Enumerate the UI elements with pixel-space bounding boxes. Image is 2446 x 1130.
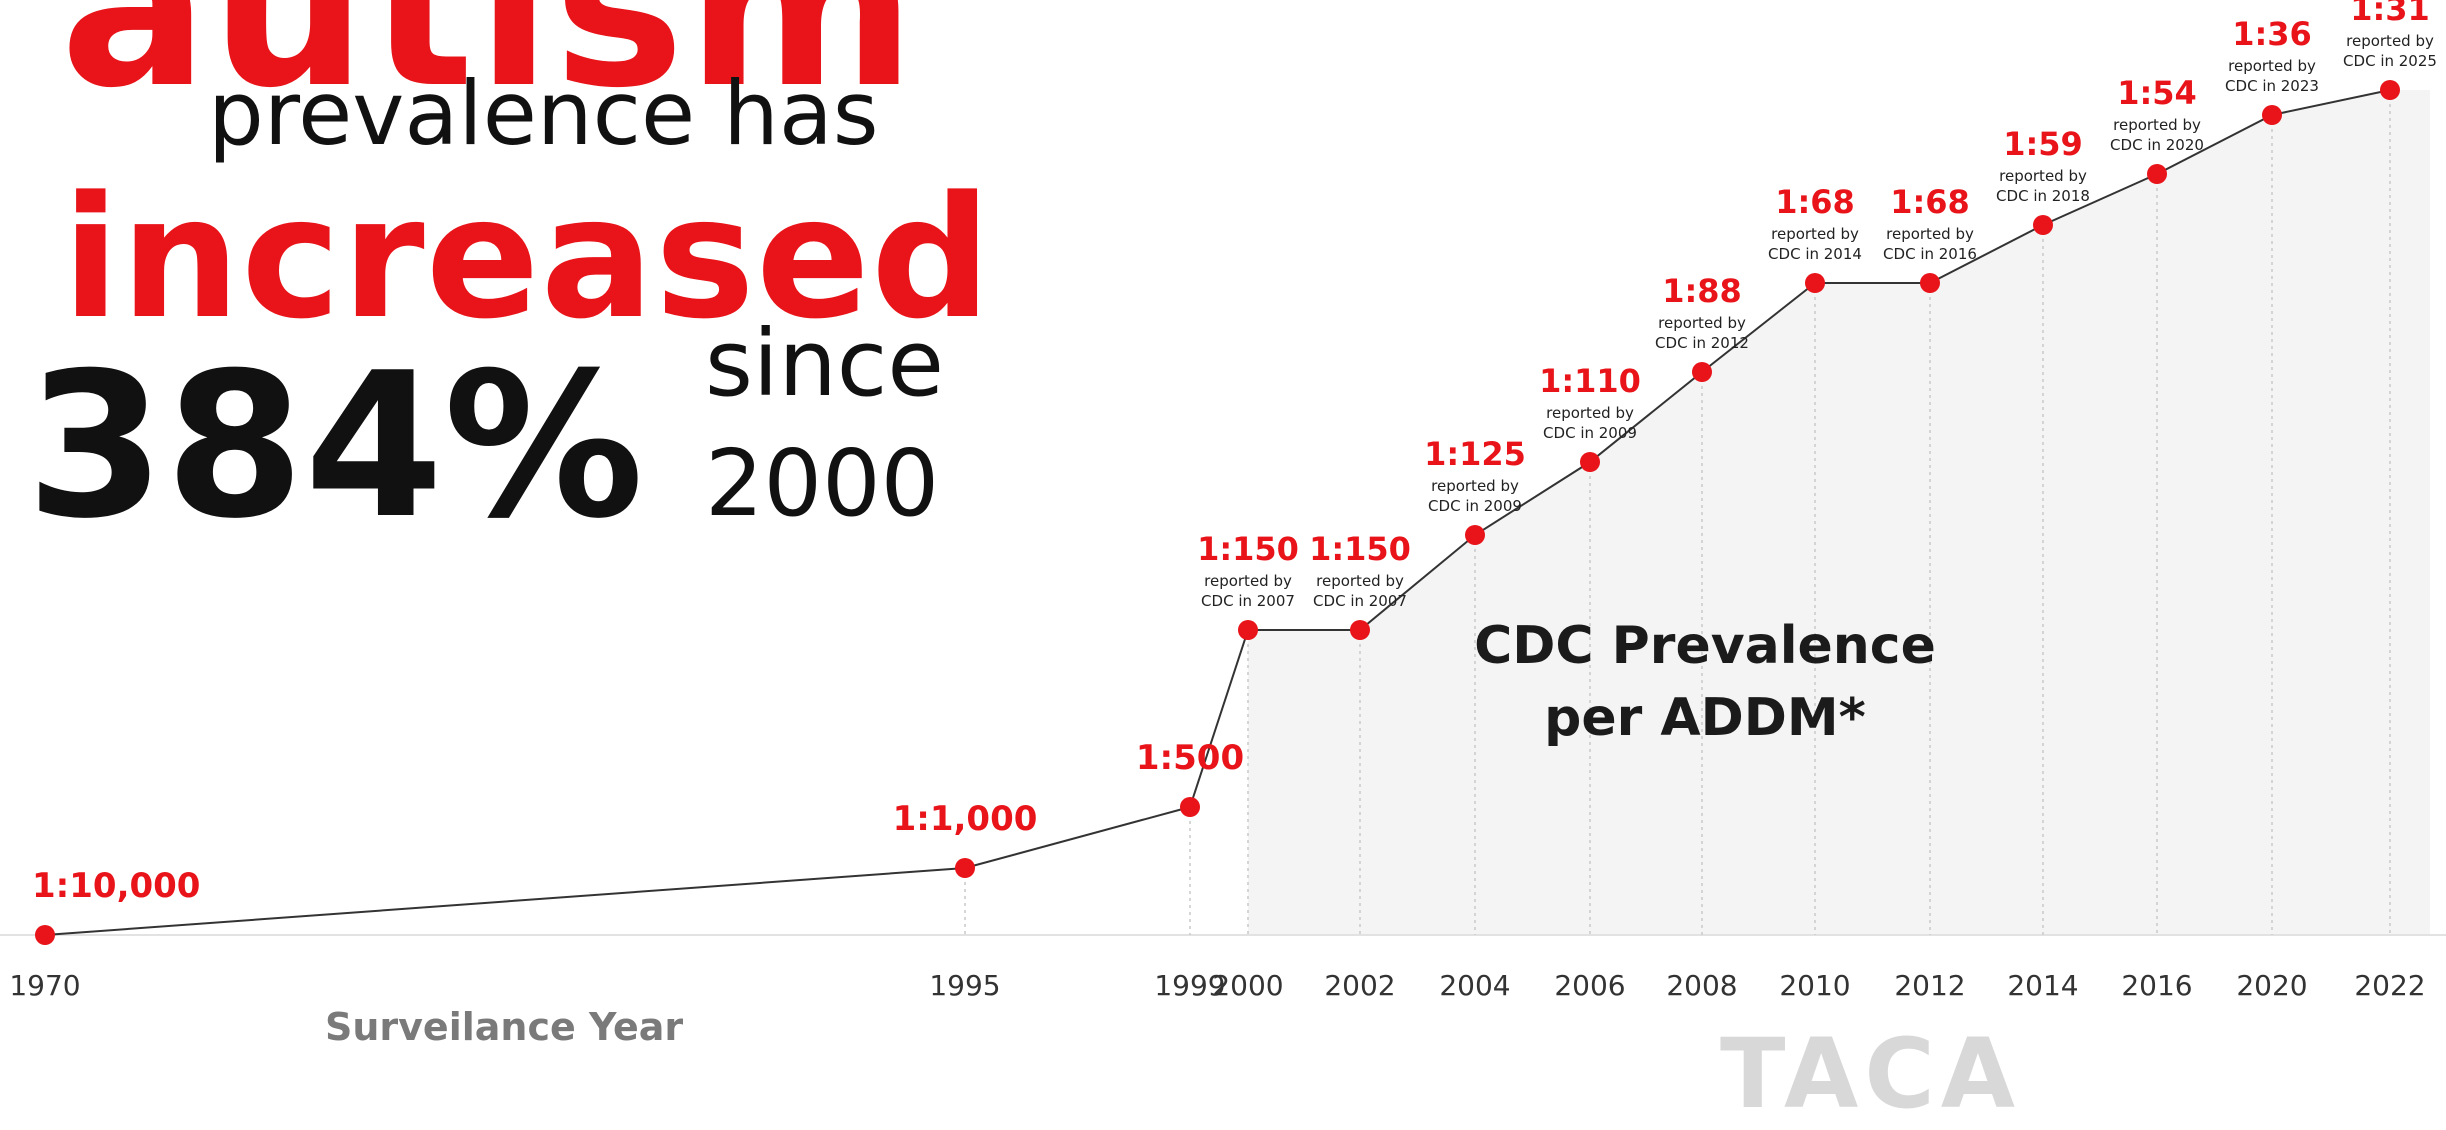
data-point (1465, 525, 1485, 545)
data-point (1805, 273, 1825, 293)
data-point (2147, 164, 2167, 184)
data-point (1580, 452, 1600, 472)
taca-logo-fragment: TACA (1720, 1018, 2022, 1130)
data-label: 1:150 (1197, 530, 1299, 568)
data-point (1238, 620, 1258, 640)
data-note: CDC in 2007 (1201, 592, 1295, 610)
headline-autism: autism (60, 0, 918, 136)
data-label: 1:59 (2003, 125, 2083, 163)
data-note: CDC in 2012 (1655, 334, 1749, 352)
x-tick-label: 2022 (2354, 969, 2425, 1002)
data-note: reported by (1771, 225, 1859, 243)
data-note: reported by (1316, 572, 1404, 590)
data-note: reported by (1546, 404, 1634, 422)
area-label-line2: per ADDM* (1544, 688, 1866, 748)
x-tick-label: 1995 (929, 969, 1000, 1002)
headline: autism prevalence has increased 384% sin… (0, 0, 1040, 563)
data-note: CDC in 2018 (1996, 187, 2090, 205)
data-note: CDC in 2014 (1768, 245, 1862, 263)
data-note: reported by (1204, 572, 1292, 590)
x-tick-label: 2008 (1666, 969, 1737, 1002)
data-note: CDC in 2025 (2343, 52, 2437, 70)
x-tick-label: 2006 (1554, 969, 1625, 1002)
data-point (2262, 105, 2282, 125)
data-note: CDC in 2009 (1428, 497, 1522, 515)
prevalence-chart: 1:10,000 1:1,000 1:500 1:150 reported by CDC … (0, 0, 2446, 1002)
data-note: reported by (1658, 314, 1746, 332)
data-note: reported by (2113, 116, 2201, 134)
data-note: reported by (1999, 167, 2087, 185)
data-point (1692, 362, 1712, 382)
data-point (35, 925, 55, 945)
x-tick-label: 2020 (2236, 969, 2307, 1002)
headline-prevalence-has: prevalence has (208, 62, 879, 165)
x-axis-label: Surveilance Year (325, 1005, 684, 1049)
data-point (1180, 797, 1200, 817)
data-label: 1:500 (1136, 738, 1244, 778)
x-tick-label: 2000 (1212, 969, 1283, 1002)
data-label: 1:150 (1309, 530, 1411, 568)
data-point (2380, 80, 2400, 100)
headline-percent: 384% (26, 330, 644, 563)
data-label: 1:10,000 (32, 866, 200, 906)
x-tick-label: 2004 (1439, 969, 1510, 1002)
data-point (955, 858, 975, 878)
area-label: CDC Prevalence per ADDM* (1425, 610, 1985, 754)
data-label: 1:31 (2350, 0, 2430, 28)
data-label: 1:68 (1890, 183, 1970, 221)
headline-increased: increased (62, 160, 993, 356)
area-label-line1: CDC Prevalence (1474, 616, 1936, 676)
data-label: 1:54 (2117, 74, 2197, 112)
data-label: 1:68 (1775, 183, 1855, 221)
data-point (2033, 215, 2053, 235)
x-tick-label: 2016 (2121, 969, 2192, 1002)
x-tick-label: 2002 (1324, 969, 1395, 1002)
data-note: reported by (2228, 57, 2316, 75)
shaded-area (1248, 90, 2430, 935)
x-tick-label: 1970 (9, 969, 80, 1002)
headline-year: 2000 (705, 430, 940, 537)
data-note: CDC in 2007 (1313, 592, 1407, 610)
data-note: reported by (2346, 32, 2434, 50)
x-tick-label: 2014 (2007, 969, 2078, 1002)
data-label: 1:125 (1424, 435, 1526, 473)
data-label: 1:88 (1662, 272, 1742, 310)
data-note: reported by (1431, 477, 1519, 495)
data-point (1920, 273, 1940, 293)
data-note: CDC in 2016 (1883, 245, 1977, 263)
data-label: 1:1,000 (893, 799, 1038, 839)
data-point (1350, 620, 1370, 640)
data-note: reported by (1886, 225, 1974, 243)
data-label: 1:110 (1539, 362, 1641, 400)
series-line (44, 89, 2391, 936)
data-note: CDC in 2009 (1543, 424, 1637, 442)
x-tick-label: 2012 (1894, 969, 1965, 1002)
x-tick-label: 2010 (1779, 969, 1850, 1002)
data-note: CDC in 2020 (2110, 136, 2204, 154)
data-label: 1:36 (2232, 15, 2312, 53)
x-tick-label: 1999 (1154, 969, 1225, 1002)
headline-since: since (705, 310, 944, 417)
data-note: CDC in 2023 (2225, 77, 2319, 95)
